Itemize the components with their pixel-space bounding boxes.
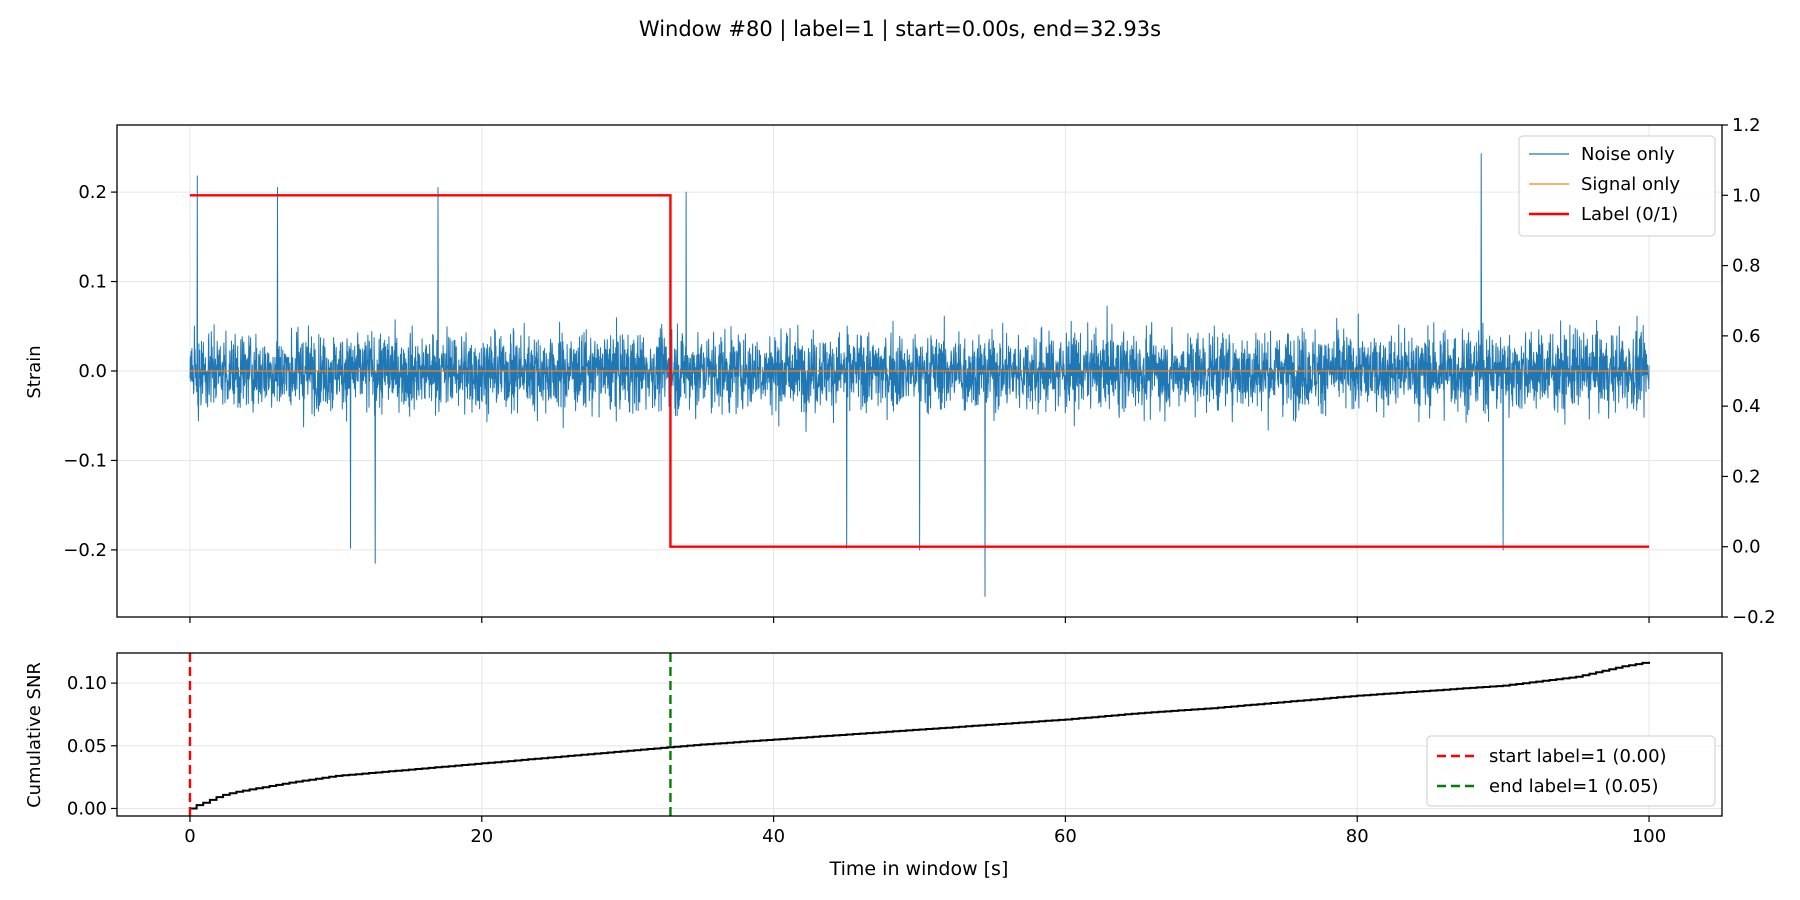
top-legend-label: Label (0/1): [1581, 204, 1678, 225]
noise-only-line: [189, 153, 1650, 597]
cumulative-snr-line: [190, 661, 1650, 810]
top-ytick-label: 0.1: [78, 272, 107, 293]
bottom-xtick-label: 100: [1632, 826, 1666, 847]
bottom-xtick-label: 80: [1346, 826, 1369, 847]
figure-title: Window #80 | label=1 | start=0.00s, end=…: [639, 17, 1161, 42]
top-ytick-label: 0.0: [78, 361, 107, 382]
top-panel: −0.2 −0.1 0.0 0.1 0.2 −0.2 0.0 0.2 0.4 0.6 0.8 1.0 1…: [24, 115, 1776, 628]
top-y2tick-label: 1.2: [1732, 115, 1761, 136]
bottom-ylabel: Cumulative SNR: [24, 662, 45, 808]
top-y2tick-label: −0.2: [1732, 607, 1776, 628]
bottom-xtick-label: 60: [1054, 826, 1077, 847]
bottom-axes-frame: [116, 652, 1723, 817]
bottom-legend: start label=1 (0.00) end label=1 (0.05): [1426, 735, 1716, 807]
top-legend: Noise only Signal only Label (0/1): [1518, 135, 1716, 237]
top-ytick-label: −0.2: [63, 540, 107, 561]
bottom-ytick-label: 0.05: [67, 736, 107, 757]
top-legend-label: Noise only: [1581, 144, 1675, 165]
bottom-xtick-label: 20: [470, 826, 493, 847]
bottom-ticks: 0 20 40 60 80 100 0.00 0.05 0.10: [67, 673, 1666, 847]
top-ylabel: Strain: [24, 345, 45, 398]
top-y2tick-label: 0.0: [1732, 537, 1761, 558]
bottom-xtick-label: 40: [762, 826, 785, 847]
bottom-ytick-label: 0.10: [67, 673, 107, 694]
top-y2tick-label: 0.2: [1732, 466, 1761, 487]
top-ytick-label: −0.1: [63, 450, 107, 471]
bottom-legend-label: start label=1 (0.00): [1489, 746, 1667, 767]
top-ticks: −0.2 −0.1 0.0 0.1 0.2 −0.2 0.0 0.2 0.4 0.6 0.8 1.0 1…: [63, 115, 1775, 628]
label-step-line: [189, 194, 1650, 548]
noise-series: [189, 153, 1650, 597]
bottom-legend-label: end label=1 (0.05): [1489, 776, 1659, 797]
top-legend-box: [1518, 135, 1716, 237]
bottom-legend-box: [1426, 735, 1716, 807]
top-y2tick-label: 1.0: [1732, 185, 1761, 206]
top-y2tick-label: 0.4: [1732, 396, 1761, 417]
bottom-xlabel: Time in window [s]: [829, 858, 1009, 880]
top-legend-label: Signal only: [1581, 174, 1680, 195]
top-y2tick-label: 0.8: [1732, 256, 1761, 277]
top-y2tick-label: 0.6: [1732, 326, 1761, 347]
bottom-xtick-label: 0: [184, 826, 195, 847]
bottom-series: [188, 653, 1650, 816]
bottom-ytick-label: 0.00: [67, 798, 107, 819]
label-series: [189, 194, 1650, 548]
top-ytick-label: 0.2: [78, 182, 107, 203]
